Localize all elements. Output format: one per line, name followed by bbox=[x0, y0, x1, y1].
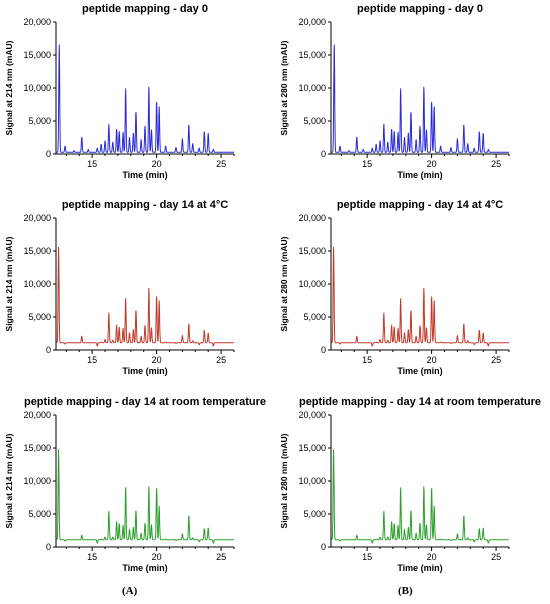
chart-panel-6: peptide mapping - day 14 at room tempera… bbox=[279, 396, 541, 573]
x-axis-label: Time (min) bbox=[122, 170, 167, 180]
x-tick-label: 15 bbox=[362, 552, 372, 562]
y-axis-label: Signal at 214 nm (mAU) bbox=[4, 433, 14, 528]
y-tick-label: 0 bbox=[46, 542, 51, 552]
x-tick-label: 15 bbox=[362, 355, 372, 365]
x-axis-label: Time (min) bbox=[122, 563, 167, 573]
chromatogram-trace bbox=[55, 44, 235, 153]
y-tick-label: 20,000 bbox=[23, 410, 51, 420]
y-tick-label: 10,000 bbox=[23, 476, 51, 486]
x-tick-label: 15 bbox=[362, 159, 372, 169]
chart-panel-5: peptide mapping - day 14 at room tempera… bbox=[4, 396, 266, 573]
y-axis-label: Signal at 214 nm (mAU) bbox=[4, 40, 14, 135]
y-axis-label: Signal at 280 nm (mAU) bbox=[279, 40, 289, 135]
chart-title: peptide mapping - day 0 bbox=[82, 3, 208, 15]
x-axis-label: Time (min) bbox=[397, 170, 442, 180]
y-tick-label: 10,000 bbox=[23, 279, 51, 289]
y-tick-label: 15,000 bbox=[23, 443, 51, 453]
y-tick-label: 5,000 bbox=[303, 509, 326, 519]
y-axis-label: Signal at 280 nm (mAU) bbox=[279, 236, 289, 331]
y-tick-label: 20,000 bbox=[298, 213, 326, 223]
x-tick-label: 20 bbox=[427, 355, 437, 365]
y-tick-label: 15,000 bbox=[298, 246, 326, 256]
x-tick-label: 15 bbox=[87, 159, 97, 169]
chart-title: peptide mapping - day 14 at 4°C bbox=[337, 199, 503, 211]
y-tick-label: 5,000 bbox=[28, 509, 51, 519]
x-tick-label: 15 bbox=[87, 355, 97, 365]
y-tick-label: 0 bbox=[321, 542, 326, 552]
chromatogram-trace bbox=[330, 449, 510, 544]
y-tick-label: 0 bbox=[46, 345, 51, 355]
y-axis-label: Signal at 280 nm (mAU) bbox=[279, 433, 289, 528]
x-axis-label: Time (min) bbox=[397, 563, 442, 573]
x-tick-label: 25 bbox=[491, 355, 501, 365]
chart-title: peptide mapping - day 14 at room tempera… bbox=[299, 396, 541, 408]
x-axis-label: Time (min) bbox=[397, 366, 442, 376]
panel-label-b: (B) bbox=[398, 585, 413, 597]
chart-title: peptide mapping - day 14 at 4°C bbox=[62, 199, 228, 211]
chromatogram-trace bbox=[330, 246, 510, 347]
x-tick-label: 20 bbox=[152, 159, 162, 169]
x-axis-label: Time (min) bbox=[122, 366, 167, 376]
y-tick-label: 20,000 bbox=[23, 17, 51, 27]
chart-title: peptide mapping - day 0 bbox=[357, 3, 483, 15]
y-tick-label: 5,000 bbox=[303, 312, 326, 322]
x-tick-label: 20 bbox=[152, 552, 162, 562]
x-tick-label: 25 bbox=[216, 552, 226, 562]
y-tick-label: 0 bbox=[46, 149, 51, 159]
x-tick-label: 25 bbox=[216, 159, 226, 169]
chart-panel-3: peptide mapping - day 14 at 4°C 0 5,000 10,… bbox=[4, 199, 235, 376]
y-tick-label: 5,000 bbox=[28, 116, 51, 126]
chart-panel-2: peptide mapping - day 0 0 5,000 10,000 15,00… bbox=[279, 3, 510, 180]
y-axis-label: Signal at 214 nm (mAU) bbox=[4, 236, 14, 331]
panel-label-a: (A) bbox=[122, 585, 138, 597]
x-tick-label: 20 bbox=[427, 552, 437, 562]
x-tick-label: 25 bbox=[491, 552, 501, 562]
y-tick-label: 15,000 bbox=[23, 246, 51, 256]
y-tick-label: 20,000 bbox=[298, 410, 326, 420]
y-tick-label: 5,000 bbox=[303, 116, 326, 126]
x-tick-label: 25 bbox=[491, 159, 501, 169]
chromatogram-trace bbox=[55, 449, 235, 544]
x-tick-label: 15 bbox=[87, 552, 97, 562]
y-tick-label: 20,000 bbox=[23, 213, 51, 223]
y-tick-label: 15,000 bbox=[23, 50, 51, 60]
y-tick-label: 10,000 bbox=[298, 83, 326, 93]
chart-panel-4: peptide mapping - day 14 at 4°C 0 5,000 10,… bbox=[279, 199, 510, 376]
y-tick-label: 5,000 bbox=[28, 312, 51, 322]
y-tick-label: 10,000 bbox=[298, 279, 326, 289]
y-tick-label: 15,000 bbox=[298, 50, 326, 60]
x-tick-label: 25 bbox=[216, 355, 226, 365]
y-tick-label: 10,000 bbox=[23, 83, 51, 93]
chromatogram-trace bbox=[330, 44, 510, 153]
x-tick-label: 20 bbox=[152, 355, 162, 365]
chart-panel-1: peptide mapping - day 0 0 5,000 10,000 15,00… bbox=[4, 3, 235, 180]
chart-title: peptide mapping - day 14 at room tempera… bbox=[24, 396, 266, 408]
y-tick-label: 0 bbox=[321, 149, 326, 159]
chromatogram-trace bbox=[55, 246, 235, 347]
y-tick-label: 10,000 bbox=[298, 476, 326, 486]
y-tick-label: 0 bbox=[321, 345, 326, 355]
x-tick-label: 20 bbox=[427, 159, 437, 169]
y-tick-label: 15,000 bbox=[298, 443, 326, 453]
y-tick-label: 20,000 bbox=[298, 17, 326, 27]
